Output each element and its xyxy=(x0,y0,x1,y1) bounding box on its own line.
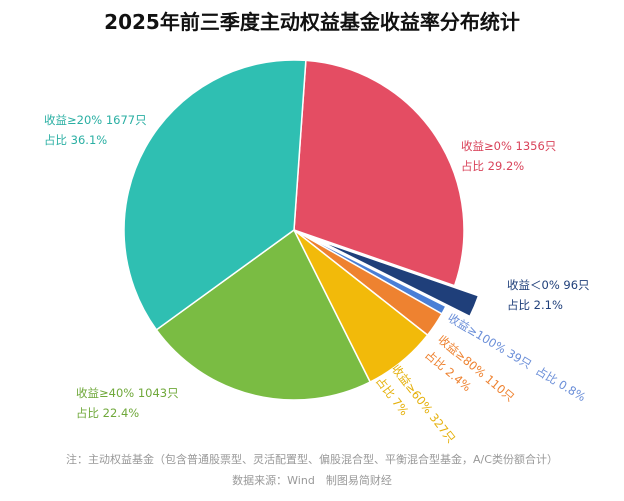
label-gain-40: 收益≥40% 1043只 占比 22.4% xyxy=(76,386,179,420)
chart-title: 2025年前三季度主动权益基金收益率分布统计 xyxy=(104,10,520,34)
label-gain-0: 收益≥0% 1356只 占比 29.2% xyxy=(461,139,557,173)
pie-slice-1 xyxy=(317,239,480,318)
pie-slice-5 xyxy=(155,228,372,401)
pie-slice-0 xyxy=(293,59,465,287)
pie-slice-6 xyxy=(123,59,307,331)
label-gain-20: 收益≥20% 1677只 占比 36.1% xyxy=(44,113,147,147)
label-loss: 收益＜0% 96只 占比 2.1% xyxy=(507,278,590,312)
data-source: 数据来源：Wind 制图易简财经 xyxy=(232,474,392,487)
footnote: 注：主动权益基金（包含普通股票型、灵活配置型、偏股混合型、平衡混合型基金，A/C… xyxy=(66,453,558,466)
